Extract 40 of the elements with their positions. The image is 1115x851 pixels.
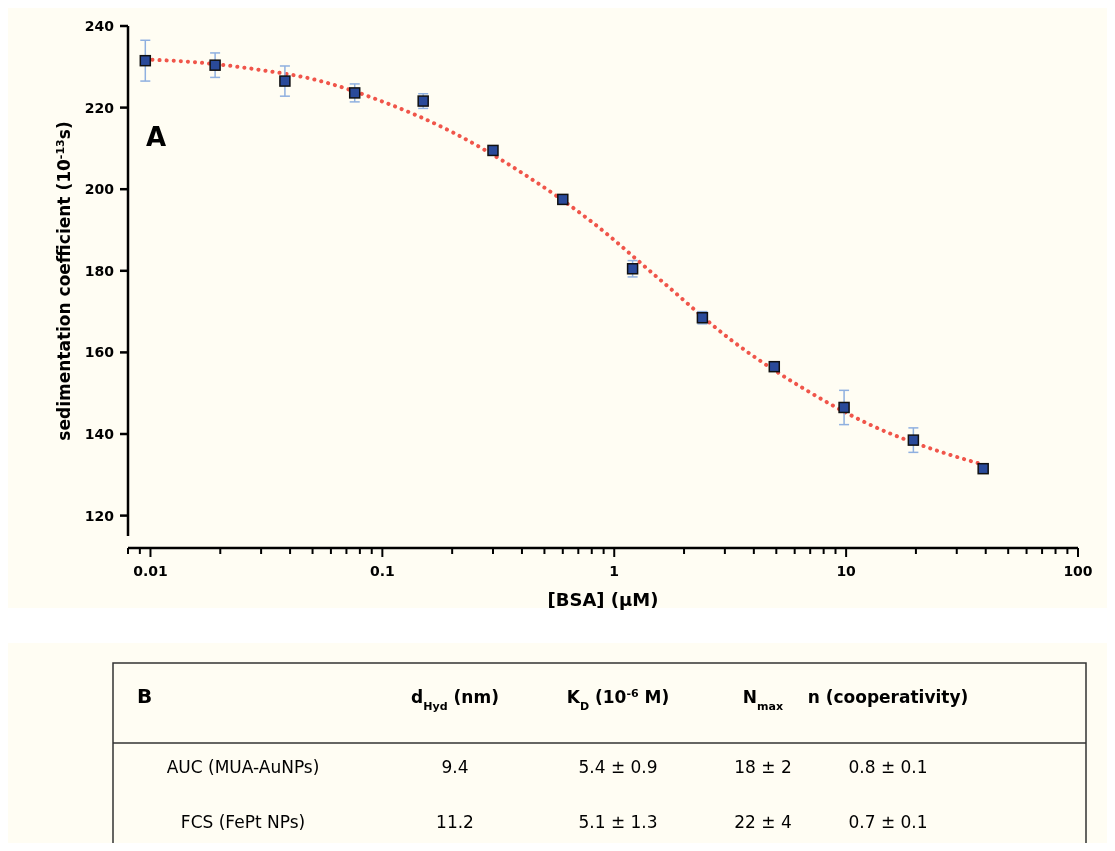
- point: [838, 401, 850, 414]
- point: [139, 54, 152, 67]
- text: 0.8 ± 0.1: [848, 757, 928, 777]
- text: 5.4 ± 0.9: [578, 757, 658, 777]
- y-tick-label: 140: [84, 425, 115, 442]
- text: 18 ± 2: [734, 757, 792, 777]
- point: [977, 462, 989, 475]
- annotation: A: [146, 122, 167, 152]
- text: 5.1 ± 1.3: [578, 812, 658, 832]
- category-label: N$_{max}$: [742, 687, 784, 713]
- category-label: AUC (MUA-AuNPs): [166, 757, 320, 777]
- x-tick-label: 100: [1063, 563, 1093, 579]
- point: [209, 59, 221, 71]
- x-axis-title: [BSA] (μM): [547, 589, 659, 610]
- y-tick-label: 160: [84, 344, 115, 361]
- point: [487, 144, 499, 157]
- x-tick-label: 0.1: [369, 563, 395, 579]
- category-label: FCS (FePt NPs): [180, 812, 306, 832]
- category-label: n (cooperativity): [807, 687, 969, 707]
- point: [626, 263, 639, 275]
- y-tick-label: 200: [84, 181, 115, 198]
- text: B: [137, 684, 153, 708]
- x-tick-label: 0.01: [133, 563, 168, 579]
- category-label: d$_{Hyd}$ (nm): [411, 687, 499, 713]
- text: 0.7 ± 0.1: [848, 812, 928, 832]
- text: 11.2: [436, 812, 474, 832]
- y-tick-label: 240: [84, 17, 115, 34]
- point: [348, 87, 361, 99]
- point: [557, 193, 569, 206]
- x-tick-label: 1: [609, 563, 620, 579]
- category-label: K$_{D}$ (10$^{-6}$ M): [566, 686, 670, 713]
- y-tick-label: 180: [84, 262, 115, 279]
- text: 9.4: [441, 757, 469, 777]
- y-tick-label: 220: [84, 99, 115, 116]
- x-tick-label: 10: [836, 563, 857, 579]
- point: [907, 434, 920, 446]
- point: [768, 360, 781, 373]
- point: [279, 75, 291, 87]
- text: 22 ± 4: [734, 812, 792, 832]
- y-tick-label: 120: [84, 507, 115, 524]
